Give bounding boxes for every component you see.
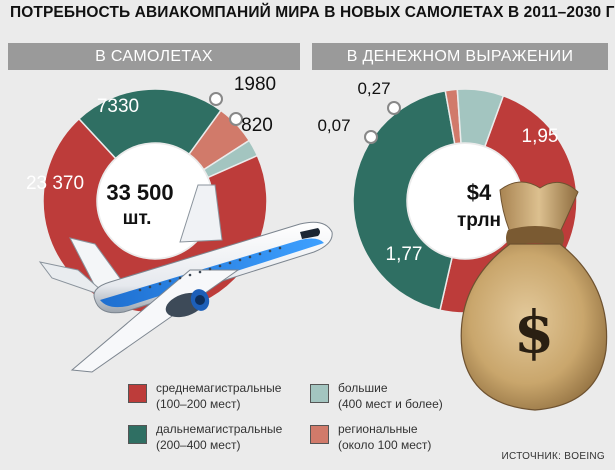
data-label-regional: 0,07 bbox=[317, 116, 350, 135]
legend-swatch-medium_haul bbox=[128, 384, 147, 403]
data-label-medium_haul: 1,95 bbox=[522, 126, 559, 147]
dollar-sign-icon: $ bbox=[514, 298, 554, 366]
donut-hole bbox=[408, 144, 522, 258]
legend-swatch-large bbox=[310, 384, 329, 403]
pie-slice-large bbox=[456, 88, 505, 148]
center-total-value: $4 bbox=[467, 180, 492, 205]
data-label-long_haul: 7330 bbox=[97, 96, 139, 117]
callout-marker bbox=[209, 92, 223, 106]
subtitle-aircraft: В САМОЛЕТАХ bbox=[8, 43, 300, 70]
callout-marker bbox=[387, 101, 401, 115]
money-bag-icon: $ bbox=[460, 181, 608, 411]
data-label-regional: 1980 bbox=[234, 74, 276, 95]
legend-label-long_haul: дальнемагистральные (200–400 мест) bbox=[156, 422, 283, 452]
data-label-medium_haul: 23 370 bbox=[26, 173, 84, 194]
airplane-icon bbox=[38, 184, 333, 373]
legend-label-large: большие (400 мест и более) bbox=[338, 381, 443, 411]
subtitle-money: В ДЕНЕЖНОМ ВЫРАЖЕНИИ bbox=[312, 43, 608, 70]
data-label-large: 820 bbox=[241, 115, 273, 136]
data-label-large: 0,27 bbox=[357, 79, 390, 98]
pie-slice-long_haul bbox=[352, 89, 456, 312]
center-total-unit: трлн bbox=[457, 210, 501, 231]
legend-label-medium_haul: среднемагистральные (100–200 мест) bbox=[156, 381, 282, 411]
center-total-value: 33 500 bbox=[106, 180, 173, 205]
callout-marker bbox=[364, 130, 378, 144]
pie-slice-long_haul bbox=[77, 88, 222, 160]
center-total-unit: шт. bbox=[123, 208, 152, 229]
legend-swatch-regional bbox=[310, 425, 329, 444]
legend-swatch-long_haul bbox=[128, 425, 147, 444]
source-note: ИСТОЧНИК: BOEING bbox=[501, 451, 605, 462]
page-title: ПОТРЕБНОСТЬ АВИАКОМПАНИЙ МИРА В НОВЫХ СА… bbox=[10, 4, 615, 21]
legend-label-regional: региональные (около 100 мест) bbox=[338, 422, 432, 452]
callout-marker bbox=[229, 112, 243, 126]
data-label-long_haul: 1,77 bbox=[386, 244, 423, 265]
